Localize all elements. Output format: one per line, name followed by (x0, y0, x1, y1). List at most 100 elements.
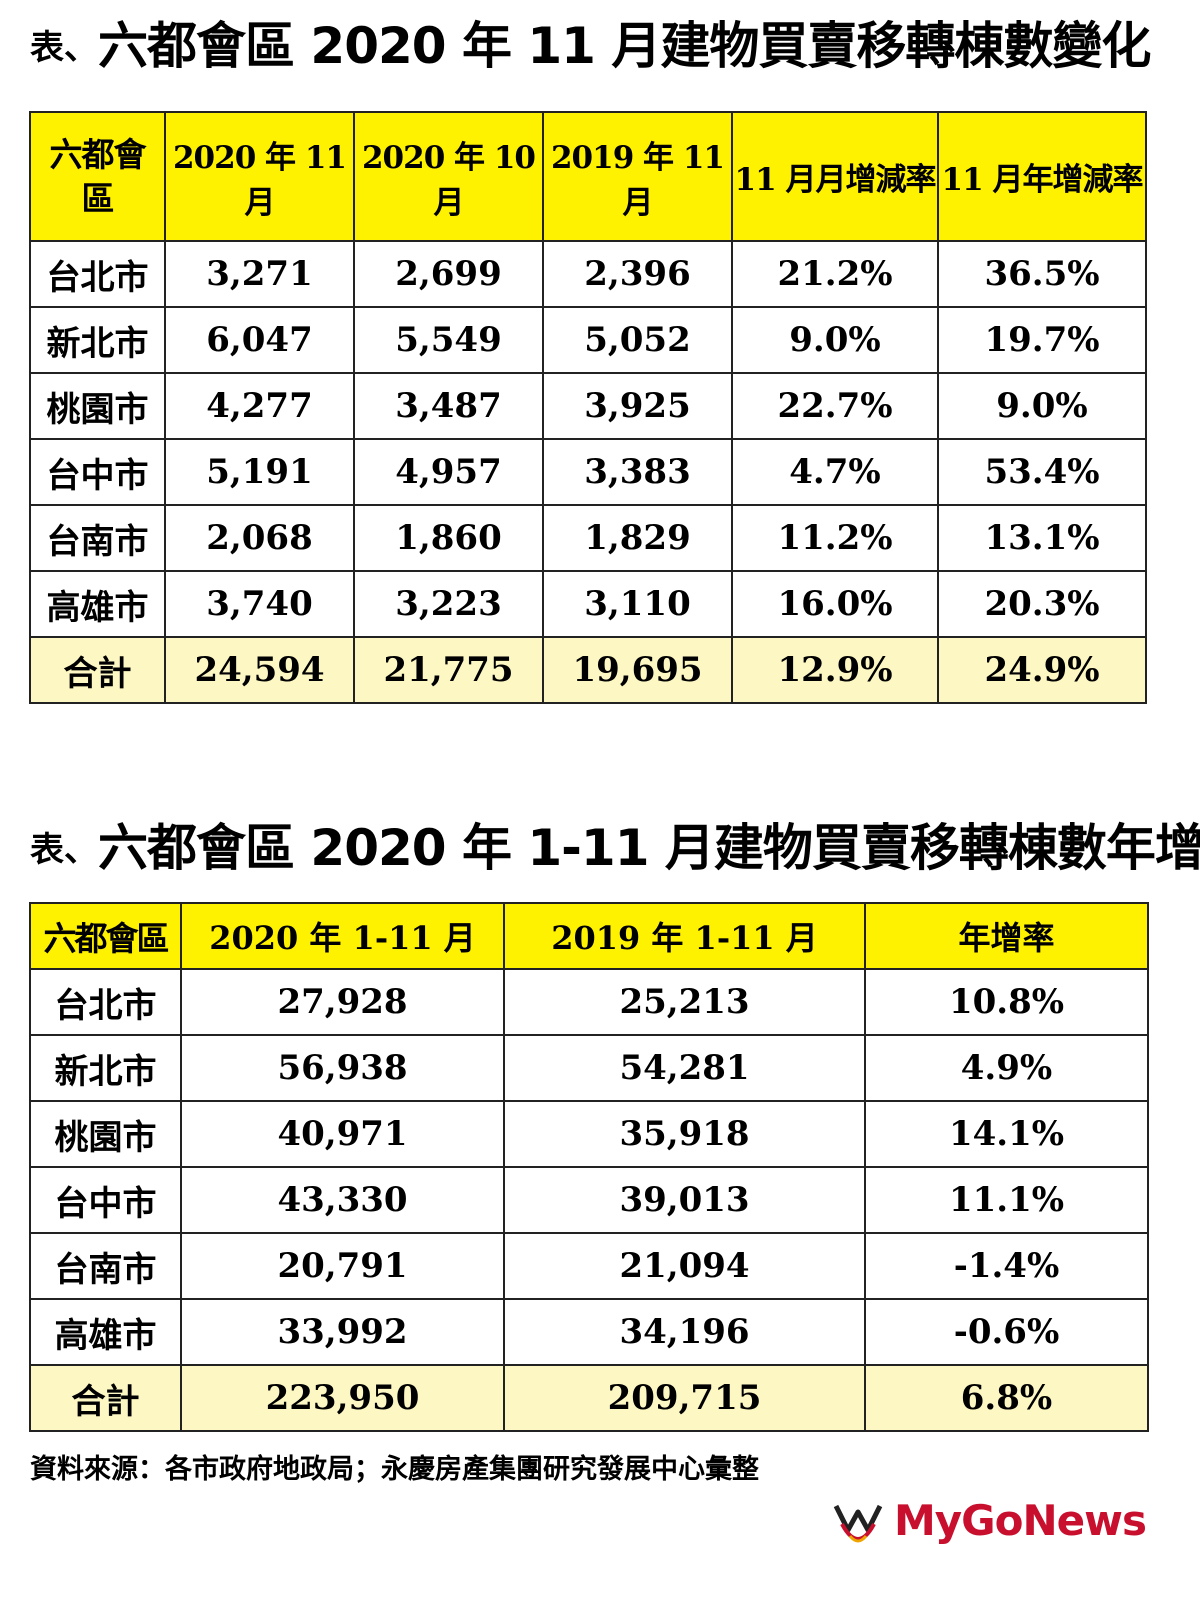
cell: 19.7% (937, 306, 1147, 374)
cell: 4.9% (864, 1034, 1149, 1102)
cell: 3,271 (164, 240, 355, 308)
table-row: 桃園市 4,277 3,487 3,925 22.7% 9.0% (29, 372, 1147, 440)
cell: 21,775 (353, 636, 544, 704)
cell: 4,957 (353, 438, 544, 506)
header-2020-nov: 2020 年 11 月 (164, 111, 355, 242)
cell: 5,549 (353, 306, 544, 374)
cell: 4,277 (164, 372, 355, 440)
table2-title-main: 六都會區 2020 年 1-11 月建物買賣移轉棟數年增率 (98, 819, 1200, 877)
cell: 43,330 (180, 1166, 505, 1234)
cell: 21.2% (731, 240, 939, 308)
mygonews-logo-icon (833, 1504, 883, 1543)
ytd-transfer-table: 六都會區 2020 年 1-11 月 2019 年 1-11 月 年增率 台北市… (29, 902, 1149, 1432)
row-city: 桃園市 (29, 1100, 182, 1168)
cell: 3,383 (542, 438, 733, 506)
cell: 22.7% (731, 372, 939, 440)
cell: 56,938 (180, 1034, 505, 1102)
cell: 20,791 (180, 1232, 505, 1300)
cell: 3,110 (542, 570, 733, 638)
table-row: 台南市 2,068 1,860 1,829 11.2% 13.1% (29, 504, 1147, 572)
row-city: 新北市 (29, 1034, 182, 1102)
cell: 3,487 (353, 372, 544, 440)
cell: 19,695 (542, 636, 733, 704)
cell: 53.4% (937, 438, 1147, 506)
header-yoy-rate: 11 月年增減率 (937, 111, 1147, 242)
row-city: 台中市 (29, 1166, 182, 1234)
cell: 6.8% (864, 1364, 1149, 1432)
cell: 21,094 (503, 1232, 866, 1300)
table1-title-main: 六都會區 2020 年 11 月建物買賣移轉棟數變化 (98, 17, 1151, 75)
cell: 11.2% (731, 504, 939, 572)
cell: 24,594 (164, 636, 355, 704)
table-row: 台中市 43,330 39,013 11.1% (29, 1166, 1149, 1234)
cell: 3,223 (353, 570, 544, 638)
row-city: 台中市 (29, 438, 166, 506)
cell: 1,860 (353, 504, 544, 572)
row-city: 新北市 (29, 306, 166, 374)
header-2020-oct: 2020 年 10 月 (353, 111, 544, 242)
cell: 3,925 (542, 372, 733, 440)
table1-title-prefix: 表、 (30, 28, 98, 68)
cell: 9.0% (731, 306, 939, 374)
table-row: 高雄市 33,992 34,196 -0.6% (29, 1298, 1149, 1366)
table-row: 台北市 3,271 2,699 2,396 21.2% 36.5% (29, 240, 1147, 308)
cell: 13.1% (937, 504, 1147, 572)
source-note: 資料來源：各市政府地政局；永慶房產集團研究發展中心彙整 (30, 1454, 759, 1485)
cell: 12.9% (731, 636, 939, 704)
row-city: 高雄市 (29, 1298, 182, 1366)
cell: 36.5% (937, 240, 1147, 308)
table-row: 高雄市 3,740 3,223 3,110 16.0% 20.3% (29, 570, 1147, 638)
cell: 2,699 (353, 240, 544, 308)
total-row: 合計 24,594 21,775 19,695 12.9% 24.9% (29, 636, 1147, 704)
cell: 16.0% (731, 570, 939, 638)
mygonews-logo: MyGoNews (830, 1496, 1170, 1556)
cell: 10.8% (864, 968, 1149, 1036)
cell: 2,396 (542, 240, 733, 308)
header-2020-ytd: 2020 年 1-11 月 (180, 902, 505, 970)
table-header-row: 六都會區 2020 年 1-11 月 2019 年 1-11 月 年增率 (29, 902, 1149, 970)
header-city: 六都會區 (29, 111, 166, 242)
table-row: 台中市 5,191 4,957 3,383 4.7% 53.4% (29, 438, 1147, 506)
cell: 14.1% (864, 1100, 1149, 1168)
table-row: 台北市 27,928 25,213 10.8% (29, 968, 1149, 1036)
cell: 223,950 (180, 1364, 505, 1432)
total-row: 合計 223,950 209,715 6.8% (29, 1364, 1149, 1432)
cell: -1.4% (864, 1232, 1149, 1300)
cell: 33,992 (180, 1298, 505, 1366)
cell: 34,196 (503, 1298, 866, 1366)
cell: 1,829 (542, 504, 733, 572)
cell: 11.1% (864, 1166, 1149, 1234)
table2-title-prefix: 表、 (30, 830, 98, 870)
cell: 27,928 (180, 968, 505, 1036)
row-city: 台南市 (29, 504, 166, 572)
row-city: 台南市 (29, 1232, 182, 1300)
cell: 9.0% (937, 372, 1147, 440)
row-city: 高雄市 (29, 570, 166, 638)
row-city: 台北市 (29, 240, 166, 308)
table-row: 桃園市 40,971 35,918 14.1% (29, 1100, 1149, 1168)
brand-name: MyGoNews (894, 1496, 1147, 1545)
monthly-transfer-table: 六都會區 2020 年 11 月 2020 年 10 月 2019 年 11 月… (29, 111, 1147, 704)
cell: 209,715 (503, 1364, 866, 1432)
cell: 3,740 (164, 570, 355, 638)
header-mom-rate: 11 月月增減率 (731, 111, 939, 242)
table-row: 新北市 6,047 5,549 5,052 9.0% 19.7% (29, 306, 1147, 374)
total-label: 合計 (29, 636, 166, 704)
table2-title: 表、六都會區 2020 年 1-11 月建物買賣移轉棟數年增率 (30, 808, 1200, 880)
cell: 40,971 (180, 1100, 505, 1168)
table-row: 新北市 56,938 54,281 4.9% (29, 1034, 1149, 1102)
header-yoy-rate: 年增率 (864, 902, 1149, 970)
cell: 54,281 (503, 1034, 866, 1102)
cell: 20.3% (937, 570, 1147, 638)
table-header-row: 六都會區 2020 年 11 月 2020 年 10 月 2019 年 11 月… (29, 111, 1147, 242)
cell: 35,918 (503, 1100, 866, 1168)
cell: -0.6% (864, 1298, 1149, 1366)
header-2019-ytd: 2019 年 1-11 月 (503, 902, 866, 970)
table-row: 台南市 20,791 21,094 -1.4% (29, 1232, 1149, 1300)
table1-title: 表、六都會區 2020 年 11 月建物買賣移轉棟數變化 (30, 6, 1151, 78)
row-city: 桃園市 (29, 372, 166, 440)
cell: 39,013 (503, 1166, 866, 1234)
header-2019-nov: 2019 年 11 月 (542, 111, 733, 242)
cell: 24.9% (937, 636, 1147, 704)
cell: 5,052 (542, 306, 733, 374)
